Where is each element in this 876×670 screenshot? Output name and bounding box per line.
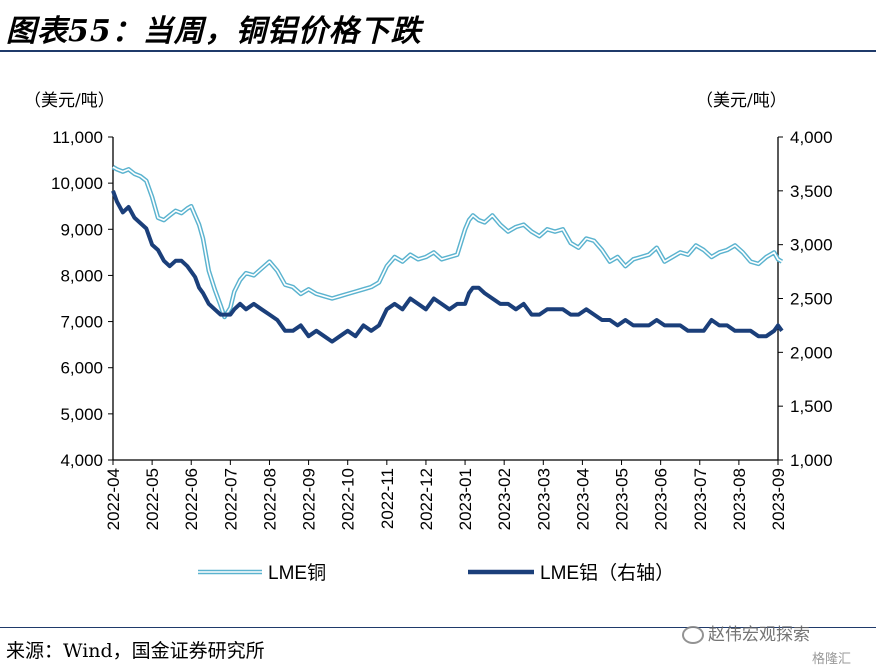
left-tick-label: 7,000 [60, 313, 103, 332]
x-tick-label: 2022-08 [260, 468, 279, 530]
right-tick-label: 1,000 [790, 451, 833, 470]
title-rule [0, 50, 876, 52]
legend: LME铜 LME铝（右轴） [198, 562, 674, 584]
left-tick-label: 9,000 [60, 220, 103, 239]
x-tick-label: 2022-04 [104, 468, 123, 530]
x-tick-label: 2023-01 [456, 468, 475, 530]
x-tick-label: 2022-06 [182, 468, 201, 530]
right-tick-label: 3,500 [790, 182, 833, 201]
left-tick-label: 11,000 [52, 128, 103, 147]
left-axis-unit: （美元/吨） [24, 91, 115, 111]
left-tick-label: 8,000 [60, 266, 103, 285]
x-tick-label: 2022-11 [378, 468, 397, 529]
x-tick-label: 2023-03 [534, 468, 553, 530]
x-tick-label: 2023-09 [769, 468, 788, 530]
watermark-text: 赵伟宏观探索 [708, 625, 810, 645]
wechat-icon [682, 626, 704, 644]
left-tick-label: 6,000 [60, 359, 103, 378]
right-tick-label: 1,500 [790, 397, 833, 416]
x-tick-label: 2023-05 [613, 468, 632, 530]
right-axis-unit: （美元/吨） [696, 91, 787, 111]
figure-title: 图表55：当周，铜铝价格下跌 [6, 14, 422, 49]
series-line-copper-outer [111, 165, 784, 320]
watermark: 赵伟宏观探索 [682, 620, 810, 645]
x-tick-label: 2023-07 [691, 468, 710, 530]
source-rule [0, 627, 876, 628]
legend-label-copper: LME铜 [268, 562, 326, 584]
x-tick-label: 2023-08 [730, 468, 749, 530]
right-tick-label: 4,000 [790, 128, 833, 147]
left-tick-label: 5,000 [60, 405, 103, 424]
x-tick-label: 2022-12 [417, 468, 436, 530]
chart: （美元/吨） （美元/吨） 4,000 5,000 6,000 7,000 8,000 9… [24, 91, 833, 584]
source-note: 来源：Wind，国金证券研究所 [6, 640, 265, 662]
series-line-copper-inner [112, 166, 783, 318]
series-layer [111, 165, 784, 344]
left-tick-label: 4,000 [60, 451, 103, 470]
x-tick-label: 2022-10 [339, 468, 358, 530]
watermark-secondary: 格隆汇 [812, 652, 852, 667]
right-tick-label: 2,500 [790, 290, 833, 309]
legend-label-aluminum: LME铝（右轴） [540, 562, 674, 584]
x-tick-label: 2023-06 [652, 468, 671, 530]
axes: 4,000 5,000 6,000 7,000 8,000 9,000 10,000 11,0… [51, 128, 833, 530]
x-tick-label: 2022-09 [300, 468, 319, 530]
left-tick-label: 10,000 [51, 174, 103, 193]
x-tick-label: 2023-04 [573, 468, 592, 530]
x-tick-label: 2022-07 [221, 468, 240, 530]
x-tick-label: 2023-02 [495, 468, 514, 530]
series-line-aluminum [111, 190, 784, 344]
right-tick-label: 2,000 [790, 343, 833, 362]
right-tick-label: 3,000 [790, 236, 833, 255]
x-tick-label: 2022-05 [143, 468, 162, 530]
